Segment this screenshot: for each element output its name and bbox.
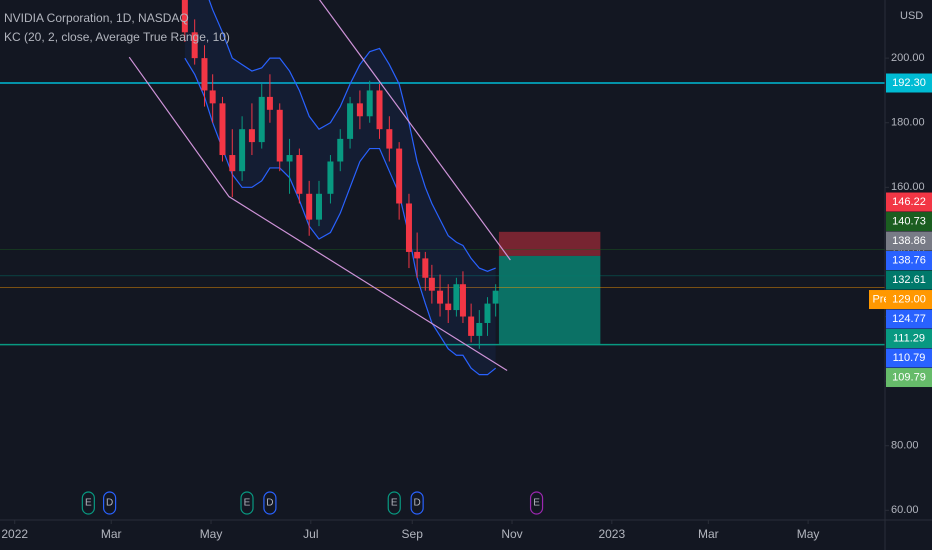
- candle-body: [356, 103, 363, 117]
- event-label: D: [414, 498, 421, 509]
- price-label-bg: [886, 192, 932, 212]
- price-label: 146.22: [892, 196, 926, 208]
- y-tick-label: 60.00: [891, 504, 919, 516]
- plot-area: [0, 0, 885, 376]
- candle-body: [201, 58, 208, 91]
- price-label-bg: [886, 212, 932, 232]
- candle-body: [219, 103, 226, 156]
- candle-body: [327, 161, 334, 194]
- y-tick-label: 80.00: [891, 440, 919, 452]
- x-tick-label: Mar: [101, 527, 122, 541]
- price-label-bg: [886, 290, 932, 310]
- target-zone: [498, 255, 601, 345]
- candle-body: [286, 155, 293, 162]
- trend-line: [318, 0, 511, 261]
- candle-body: [422, 258, 429, 278]
- candle-body: [405, 203, 412, 252]
- candle-body: [468, 316, 475, 336]
- event-marker: [263, 491, 277, 515]
- candle-body: [315, 193, 322, 220]
- stop-zone: [498, 231, 601, 256]
- event-marker: [81, 491, 95, 515]
- candle-body: [445, 303, 452, 311]
- candle-body: [248, 129, 255, 143]
- candle-body: [266, 96, 273, 110]
- x-tick-label: May: [200, 527, 223, 541]
- candle-body: [376, 90, 383, 130]
- candle-body: [191, 32, 198, 59]
- event-label: E: [391, 498, 398, 509]
- price-label-bg: [886, 348, 932, 368]
- candle-body: [476, 322, 483, 336]
- candle-body: [181, 0, 188, 33]
- y-tick-label: 180.00: [891, 117, 925, 129]
- price-label-bg: [886, 270, 932, 290]
- x-tick-label: Nov: [501, 527, 522, 541]
- price-label: 110.79: [893, 352, 926, 364]
- currency: USD: [900, 10, 923, 22]
- x-tick-label: May: [797, 527, 820, 541]
- price-label: 132.61: [892, 274, 926, 286]
- event-marker: [103, 491, 117, 515]
- y-tick-label: 200.00: [891, 52, 925, 64]
- candle-body: [414, 251, 421, 259]
- price-label-bg: [886, 231, 932, 251]
- x-tick-label: Sep: [402, 527, 424, 541]
- indicator-label: KC (20, 2, close, Average True Range, 10…: [4, 30, 230, 44]
- channel-band: [184, 57, 497, 376]
- event-label: E: [85, 498, 92, 509]
- candle-body: [492, 290, 499, 304]
- price-tag: Pre: [872, 293, 889, 305]
- event-marker: [410, 491, 424, 515]
- candle-body: [437, 290, 444, 304]
- price-label: 129.00: [892, 293, 926, 305]
- event-label: E: [533, 498, 540, 509]
- event-marker: [387, 491, 401, 515]
- price-label: 124.77: [892, 313, 926, 325]
- x-tick-label: Mar: [698, 527, 719, 541]
- candle-body: [386, 129, 393, 149]
- channel-band: [208, 0, 496, 272]
- candle-body: [459, 284, 466, 317]
- candle-body: [337, 138, 344, 162]
- event-label: D: [266, 498, 273, 509]
- price-label: 111.29: [893, 332, 925, 344]
- candle-body: [347, 103, 354, 139]
- x-tick-label: 2022: [1, 527, 28, 541]
- candle-body: [484, 303, 491, 323]
- chart-title: NVIDIA Corporation, 1D, NASDAQ: [4, 11, 189, 25]
- candle-body: [276, 109, 283, 162]
- price-label-bg: [886, 251, 932, 271]
- candle-body: [428, 277, 435, 291]
- x-tick-label: Jul: [303, 527, 318, 541]
- price-label: 138.76: [892, 254, 926, 266]
- candle-body: [229, 155, 236, 172]
- trend-line: [128, 56, 508, 371]
- price-label: 109.79: [892, 371, 926, 383]
- event-label: E: [244, 498, 251, 509]
- candle-body: [366, 90, 373, 117]
- price-label-bg: [886, 329, 932, 349]
- event-marker: [529, 491, 544, 515]
- y-tick-label: 160.00: [891, 181, 925, 193]
- candle-body: [306, 193, 313, 220]
- channel-fill: [184, 0, 496, 375]
- candle-body: [258, 96, 265, 143]
- price-label-bg: [886, 309, 932, 329]
- candle-body: [296, 155, 303, 194]
- x-tick-label: 2023: [598, 527, 625, 541]
- candle-body: [396, 148, 403, 204]
- event-marker: [240, 491, 254, 515]
- candle-body: [239, 129, 246, 172]
- price-label-bg: [886, 368, 932, 388]
- candle-body: [453, 284, 460, 311]
- event-label: D: [106, 498, 113, 509]
- price-label: 192.30: [892, 77, 926, 89]
- price-label: 138.86: [892, 235, 926, 247]
- price-label-bg: [886, 73, 932, 93]
- candle-body: [209, 90, 216, 104]
- price-label: 140.73: [892, 215, 926, 227]
